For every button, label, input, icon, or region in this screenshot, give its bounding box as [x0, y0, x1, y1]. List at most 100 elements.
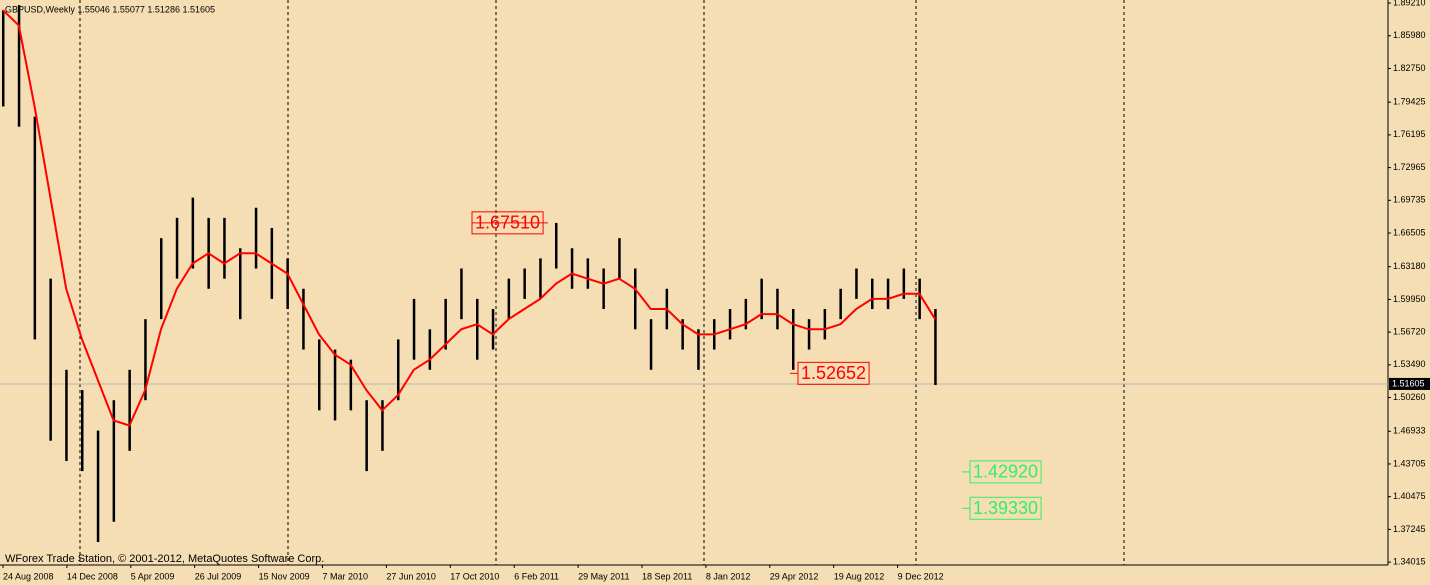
y-tick-label: 1.82750 [1393, 63, 1426, 73]
y-tick-label: 1.63180 [1393, 261, 1426, 271]
price-bar [175, 217, 179, 279]
price-bar [33, 116, 37, 340]
price-label-box [969, 460, 1042, 484]
price-bar [491, 309, 495, 350]
price-bar [886, 278, 890, 310]
chart-header: GBPUSD,Weekly 1.55046 1.55077 1.51286 1.… [5, 4, 215, 14]
price-bar [128, 369, 131, 451]
price-bar [412, 298, 416, 360]
x-tick-label: 27 Jun 2010 [386, 571, 436, 581]
y-tick-label: 1.34015 [1393, 556, 1426, 566]
y-tick-label: 1.59950 [1393, 294, 1426, 304]
x-tick-label: 26 Jul 2009 [195, 571, 242, 581]
x-tick-label: 29 Apr 2012 [770, 571, 819, 581]
price-bar [160, 238, 163, 320]
price-label: 1.67510 [475, 213, 540, 233]
price-bar [96, 430, 100, 543]
price-bar [570, 248, 574, 289]
price-label-box [969, 496, 1042, 520]
price-label: 1.39330 [973, 498, 1038, 518]
price-bar [2, 10, 5, 107]
y-tick-label: 1.50260 [1393, 392, 1426, 402]
price-bar [65, 369, 68, 461]
x-tick-label: 7 Mar 2010 [323, 571, 369, 581]
price-bar [728, 309, 732, 340]
price-bar [871, 278, 874, 310]
price-bar [555, 222, 558, 269]
price-bar [191, 197, 195, 269]
price-bar [807, 319, 811, 350]
price-bar [744, 298, 748, 330]
price-bar [649, 319, 653, 370]
price-bar [444, 298, 447, 350]
y-tick-label: 1.46933 [1393, 426, 1426, 436]
price-bar [49, 278, 52, 441]
price-label-box [797, 361, 870, 385]
price-bar [902, 268, 906, 299]
price-bar [523, 268, 526, 299]
x-tick-label: 14 Dec 2008 [67, 571, 118, 581]
price-bar [318, 339, 321, 411]
x-tick-label: 19 Aug 2012 [834, 571, 885, 581]
price-bar [586, 258, 590, 289]
y-tick-label: 1.79425 [1393, 97, 1426, 107]
copyright: WForex Trade Station, © 2001-2012, MetaQ… [5, 553, 324, 565]
price-bar [286, 258, 289, 310]
price-bar [460, 268, 463, 320]
price-bar [17, 5, 21, 127]
price-bar [507, 278, 511, 320]
price-bar [254, 207, 258, 269]
price-bar [697, 329, 700, 370]
x-tick-label: 18 Sep 2011 [642, 571, 692, 581]
price-bar [934, 309, 937, 386]
y-tick-label: 1.66505 [1393, 227, 1426, 237]
price-bar [349, 359, 353, 411]
y-tick-label: 1.89210 [1393, 0, 1426, 7]
price-bar [302, 288, 305, 350]
price-bar [397, 339, 400, 401]
y-tick-label: 1.72965 [1393, 162, 1426, 172]
price-bar [634, 268, 637, 330]
price-bar [839, 288, 842, 320]
price-bar [618, 238, 621, 279]
price-bar [239, 248, 242, 320]
price-bar [112, 400, 116, 522]
y-tick-label: 1.37245 [1393, 524, 1426, 534]
price-bar [333, 349, 337, 421]
y-tick-label: 1.56720 [1393, 327, 1426, 337]
price-bar [823, 309, 827, 340]
price-label-box [471, 211, 544, 235]
price-bar [539, 258, 542, 299]
price-bar [365, 400, 368, 472]
current-price-label: 1.51605 [1392, 378, 1425, 388]
price-bar [81, 390, 84, 472]
y-tick-label: 1.76195 [1393, 129, 1426, 139]
price-bar [381, 400, 384, 451]
x-tick-label: 24 Aug 2008 [3, 571, 54, 581]
x-tick-label: 9 Dec 2012 [898, 571, 944, 581]
price-bar [760, 278, 763, 320]
x-tick-label: 5 Apr 2009 [131, 571, 175, 581]
x-tick-label: 15 Nov 2009 [259, 571, 310, 581]
price-bar [476, 298, 479, 360]
y-tick-label: 1.69735 [1393, 195, 1426, 205]
price-bar [855, 268, 858, 299]
x-tick-label: 8 Jan 2012 [706, 571, 751, 581]
price-label: 1.52652 [801, 363, 866, 383]
price-bar [918, 278, 921, 320]
moving-average [2, 9, 937, 427]
x-tick-label: 6 Feb 2011 [514, 571, 559, 581]
price-bar [223, 217, 226, 279]
x-tick-label: 29 May 2011 [578, 571, 629, 581]
x-tick-label: 17 Oct 2010 [450, 571, 499, 581]
price-bar [776, 288, 779, 330]
y-tick-label: 1.43705 [1393, 458, 1426, 468]
price-bar [681, 319, 684, 350]
y-tick-label: 1.40475 [1393, 491, 1426, 501]
y-tick-label: 1.53490 [1393, 359, 1426, 369]
price-bar [792, 309, 795, 370]
